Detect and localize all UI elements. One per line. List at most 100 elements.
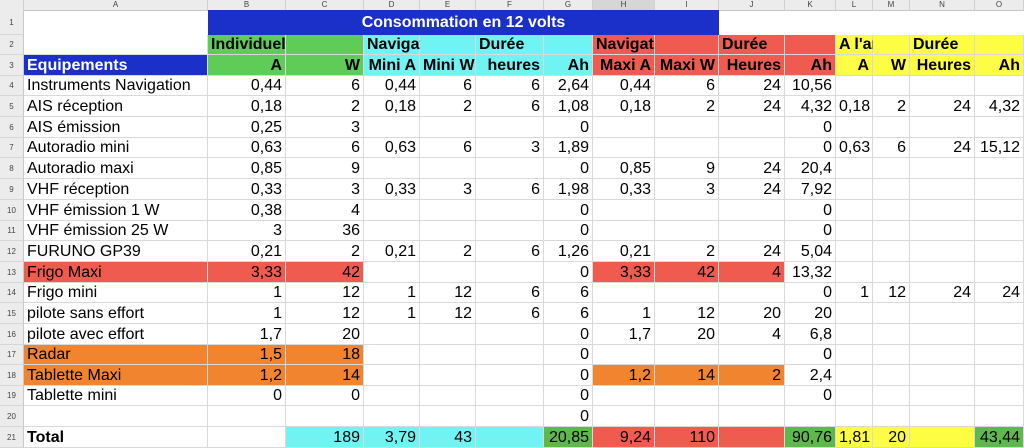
cell-l10[interactable] <box>836 200 873 221</box>
cell-h5[interactable]: 0,18 <box>593 96 655 117</box>
cell-k19[interactable]: 0 <box>785 386 836 406</box>
row-header-6[interactable]: 6 <box>0 117 24 138</box>
cell-n12[interactable] <box>910 241 975 262</box>
cell-j13[interactable]: 4 <box>719 262 785 283</box>
cell-o18[interactable] <box>975 365 1024 386</box>
cell-a12[interactable]: FURUNO GP39 <box>24 241 208 262</box>
cell-h15[interactable]: 1 <box>593 303 655 324</box>
cell-k17[interactable]: 0 <box>785 345 836 365</box>
cell-g12[interactable]: 1,26 <box>544 241 593 262</box>
cell-h3[interactable]: Maxi A <box>593 55 655 76</box>
column-header-e[interactable]: E <box>420 0 476 10</box>
cell-k13[interactable]: 13,32 <box>785 262 836 283</box>
cell-i18[interactable]: 14 <box>655 365 719 386</box>
cell-f6[interactable] <box>476 117 544 138</box>
cell-e12[interactable]: 2 <box>420 241 476 262</box>
cell-o12[interactable] <box>975 241 1024 262</box>
cell-n8[interactable] <box>910 158 975 179</box>
cell-a21[interactable]: Total <box>24 427 208 448</box>
cell-o9[interactable] <box>975 179 1024 200</box>
cell-c10[interactable]: 4 <box>286 200 364 221</box>
cell-d7[interactable]: 0,63 <box>364 138 420 158</box>
cell-j12[interactable]: 24 <box>719 241 785 262</box>
row-header-13[interactable]: 13 <box>0 262 24 283</box>
cell-e21[interactable]: 43 <box>420 427 476 448</box>
cell-h13[interactable]: 3,33 <box>593 262 655 283</box>
cell-g19[interactable]: 0 <box>544 386 593 406</box>
cell-l16[interactable] <box>836 324 873 345</box>
cell-k7[interactable]: 0 <box>785 138 836 158</box>
cell-e9[interactable]: 3 <box>420 179 476 200</box>
cell-f10[interactable] <box>476 200 544 221</box>
cell-d19[interactable] <box>364 386 420 406</box>
cell-g4[interactable]: 2,64 <box>544 76 593 96</box>
cell-l15[interactable] <box>836 303 873 324</box>
cell-f15[interactable]: 6 <box>476 303 544 324</box>
cell-e4[interactable]: 6 <box>420 76 476 96</box>
cell-b7[interactable]: 0,63 <box>208 138 286 158</box>
cell-b21[interactable] <box>208 427 286 448</box>
row-header-9[interactable]: 9 <box>0 179 24 200</box>
cell-b14[interactable]: 1 <box>208 283 286 303</box>
cell-i15[interactable]: 12 <box>655 303 719 324</box>
cell-c4[interactable]: 6 <box>286 76 364 96</box>
cell-a3[interactable]: Equipements <box>24 55 208 76</box>
cell-l20[interactable] <box>836 406 873 427</box>
cell-m17[interactable] <box>873 345 910 365</box>
cell-f9[interactable]: 6 <box>476 179 544 200</box>
cell-c13[interactable]: 42 <box>286 262 364 283</box>
cell-a5[interactable]: AIS réception <box>24 96 208 117</box>
row-header-21[interactable]: 21 <box>0 427 24 448</box>
cell-f11[interactable] <box>476 221 544 241</box>
cell-d16[interactable] <box>364 324 420 345</box>
cell-d13[interactable] <box>364 262 420 283</box>
cell-e2[interactable] <box>420 35 476 55</box>
select-all-corner[interactable] <box>0 0 24 10</box>
cell-k21[interactable]: 90,76 <box>785 427 836 448</box>
column-header-k[interactable]: K <box>785 0 836 10</box>
cell-j7[interactable] <box>719 138 785 158</box>
column-header-o[interactable]: O <box>975 0 1024 10</box>
cell-a18[interactable]: Tablette Maxi <box>24 365 208 386</box>
cell-h18[interactable]: 1,2 <box>593 365 655 386</box>
cell-c21[interactable]: 189 <box>286 427 364 448</box>
cell-e19[interactable] <box>420 386 476 406</box>
cell-c3[interactable]: W <box>286 55 364 76</box>
cell-j3[interactable]: Heures <box>719 55 785 76</box>
cell-e13[interactable] <box>420 262 476 283</box>
cell-f13[interactable] <box>476 262 544 283</box>
cell-d6[interactable] <box>364 117 420 138</box>
cell-a13[interactable]: Frigo Maxi <box>24 262 208 283</box>
cell-i4[interactable]: 6 <box>655 76 719 96</box>
cell-o7[interactable]: 15,12 <box>975 138 1024 158</box>
cell-c14[interactable]: 12 <box>286 283 364 303</box>
cell-o15[interactable] <box>975 303 1024 324</box>
cell-n4[interactable] <box>910 76 975 96</box>
cell-k16[interactable]: 6,8 <box>785 324 836 345</box>
cell-a9[interactable]: VHF réception <box>24 179 208 200</box>
cell-l9[interactable] <box>836 179 873 200</box>
cell-i14[interactable] <box>655 283 719 303</box>
cell-a6[interactable]: AIS émission <box>24 117 208 138</box>
cell-n3[interactable]: Heures <box>910 55 975 76</box>
column-header-d[interactable]: D <box>364 0 420 10</box>
cell-f7[interactable]: 3 <box>476 138 544 158</box>
row-header-12[interactable]: 12 <box>0 241 24 262</box>
cell-g11[interactable]: 0 <box>544 221 593 241</box>
cell-e7[interactable]: 6 <box>420 138 476 158</box>
cell-o5[interactable]: 4,32 <box>975 96 1024 117</box>
cell-l14[interactable]: 1 <box>836 283 873 303</box>
cell-c7[interactable]: 6 <box>286 138 364 158</box>
cell-c9[interactable]: 3 <box>286 179 364 200</box>
cell-j16[interactable]: 4 <box>719 324 785 345</box>
cell-h9[interactable]: 0,33 <box>593 179 655 200</box>
cell-m6[interactable] <box>873 117 910 138</box>
cell-o13[interactable] <box>975 262 1024 283</box>
cell-g10[interactable]: 0 <box>544 200 593 221</box>
cell-i3[interactable]: Maxi W <box>655 55 719 76</box>
cell-i13[interactable]: 42 <box>655 262 719 283</box>
cell-m3[interactable]: W <box>873 55 910 76</box>
cell-b6[interactable]: 0,25 <box>208 117 286 138</box>
cell-l8[interactable] <box>836 158 873 179</box>
cell-f21[interactable] <box>476 427 544 448</box>
